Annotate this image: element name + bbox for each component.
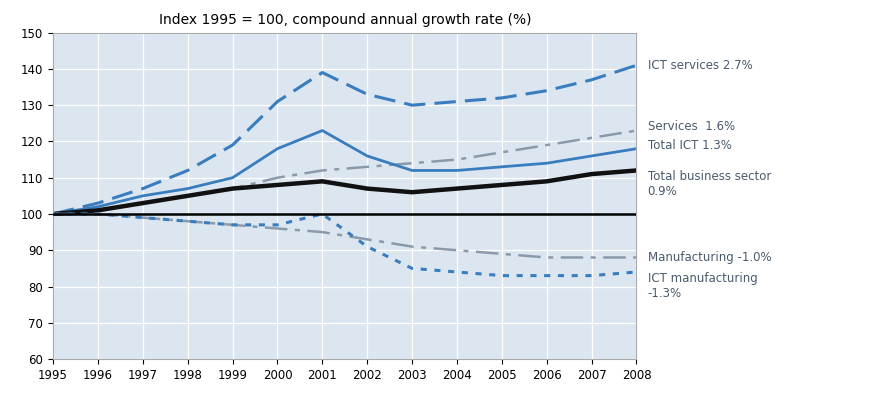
Text: ICT services 2.7%: ICT services 2.7%	[648, 59, 752, 72]
Text: Services  1.6%: Services 1.6%	[648, 120, 735, 133]
Title: Index 1995 = 100, compound annual growth rate (%): Index 1995 = 100, compound annual growth…	[158, 13, 531, 27]
Text: Total ICT 1.3%: Total ICT 1.3%	[648, 139, 731, 151]
Text: Manufacturing -1.0%: Manufacturing -1.0%	[648, 251, 771, 264]
Text: ICT manufacturing
-1.3%: ICT manufacturing -1.3%	[648, 272, 758, 300]
Text: Total business sector
0.9%: Total business sector 0.9%	[648, 171, 771, 198]
